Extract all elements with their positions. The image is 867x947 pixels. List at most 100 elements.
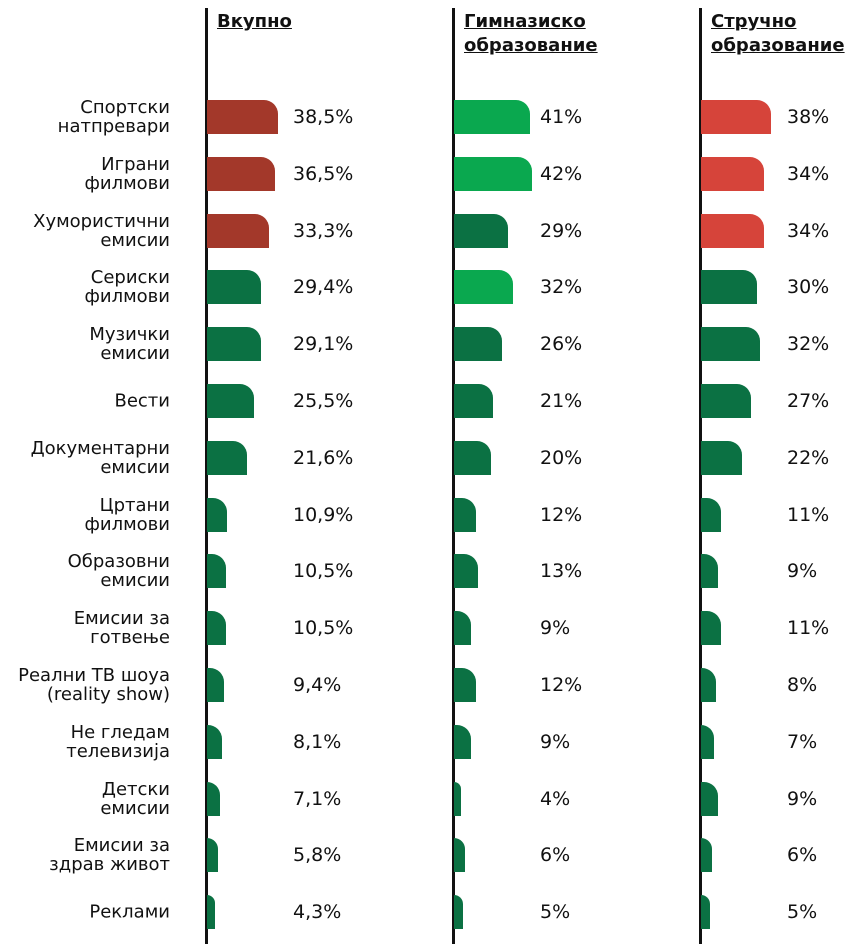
value-label: 38% xyxy=(787,106,830,128)
value-label: 10,5% xyxy=(293,560,354,583)
bar xyxy=(454,327,503,362)
bar xyxy=(701,611,722,646)
value-label: 41% xyxy=(540,106,583,128)
category-label: Не гледам телевизија xyxy=(66,721,170,762)
value-label: 8,1% xyxy=(293,730,342,753)
value-label: 34% xyxy=(787,162,830,185)
value-label: 13% xyxy=(540,560,583,583)
bar xyxy=(207,440,247,475)
bar xyxy=(207,100,279,134)
bar xyxy=(454,895,464,930)
value-label: 34% xyxy=(787,219,830,242)
bar xyxy=(207,611,227,646)
bar xyxy=(454,270,514,305)
value-label: 29% xyxy=(540,219,583,242)
category-label: Музички емисии xyxy=(89,324,170,365)
value-label: 42% xyxy=(540,162,583,185)
bar xyxy=(454,440,491,475)
value-label: 21% xyxy=(540,390,583,412)
value-label: 11% xyxy=(787,503,830,526)
category-label: Реклами xyxy=(89,901,170,923)
bar xyxy=(207,724,222,759)
axis-line xyxy=(205,8,208,944)
bar xyxy=(454,156,532,191)
bar xyxy=(701,213,764,248)
bar xyxy=(207,156,275,191)
category-label: Играни филмови xyxy=(84,153,171,194)
bar xyxy=(701,895,711,930)
panel-title: Гимназиско образование xyxy=(464,11,598,56)
value-label: 6% xyxy=(540,844,571,867)
value-label: 8% xyxy=(787,674,818,696)
value-label: 9% xyxy=(540,730,571,753)
category-label: Емисии за здрав живот xyxy=(49,835,170,876)
category-label: Емисии за готвење xyxy=(73,608,170,649)
bar xyxy=(454,384,493,418)
bar xyxy=(207,895,215,930)
value-label: 30% xyxy=(787,276,830,299)
bar xyxy=(207,554,227,589)
bar xyxy=(701,668,716,702)
value-label: 38,5% xyxy=(293,106,354,128)
value-label: 5,8% xyxy=(293,844,342,867)
category-label: Хумористични емисии xyxy=(33,210,170,251)
bar xyxy=(207,270,262,305)
bar xyxy=(454,497,477,532)
value-label: 5% xyxy=(540,901,571,924)
bar xyxy=(701,497,722,532)
value-label: 22% xyxy=(787,446,830,469)
bar xyxy=(207,213,269,248)
value-label: 9,4% xyxy=(293,674,342,696)
bar xyxy=(207,384,255,418)
value-label: 5% xyxy=(787,901,818,924)
bar xyxy=(701,838,713,873)
value-label: 7,1% xyxy=(293,787,342,810)
category-label: Реални ТВ шоуа (reality show) xyxy=(18,665,170,705)
category-label: Спортски натпревари xyxy=(57,97,170,137)
panel-title: Стручно образование xyxy=(711,11,845,56)
value-label: 20% xyxy=(540,446,583,469)
bar xyxy=(701,327,761,362)
value-label: 4,3% xyxy=(293,901,342,924)
value-label: 21,6% xyxy=(293,446,354,469)
value-label: 12% xyxy=(540,503,583,526)
value-label: 10,9% xyxy=(293,503,354,526)
bar xyxy=(454,213,508,248)
bar xyxy=(454,611,471,646)
axis-line xyxy=(452,8,455,944)
bar xyxy=(701,384,751,418)
bar xyxy=(454,724,471,759)
bar xyxy=(207,838,218,873)
bar xyxy=(701,724,714,759)
category-label: Вести xyxy=(114,390,170,412)
bar xyxy=(454,100,530,134)
bar xyxy=(207,668,225,702)
value-label: 26% xyxy=(540,333,583,356)
value-label: 9% xyxy=(787,560,818,583)
category-label: Сериски филмови xyxy=(84,267,171,308)
axis-line xyxy=(699,8,702,944)
value-label: 32% xyxy=(540,276,583,299)
category-label: Документарни емисии xyxy=(30,437,170,478)
value-label: 7% xyxy=(787,730,818,753)
value-label: 29,1% xyxy=(293,333,354,356)
category-label: Детски емисии xyxy=(100,778,170,819)
bar xyxy=(454,838,466,873)
value-label: 11% xyxy=(787,617,830,640)
value-label: 27% xyxy=(787,390,830,412)
value-label: 29,4% xyxy=(293,276,354,299)
value-label: 33,3% xyxy=(293,219,354,242)
category-label: Образовни емисии xyxy=(67,551,170,592)
bar xyxy=(701,554,718,589)
bar xyxy=(207,327,261,362)
category-label: Цртани филмови xyxy=(84,494,171,535)
bar xyxy=(207,781,221,816)
value-label: 25,5% xyxy=(293,390,354,412)
value-label: 12% xyxy=(540,674,583,696)
bar xyxy=(207,497,228,532)
value-label: 9% xyxy=(540,617,571,640)
value-label: 4% xyxy=(540,787,571,810)
value-label: 32% xyxy=(787,333,830,356)
value-label: 9% xyxy=(787,787,818,810)
